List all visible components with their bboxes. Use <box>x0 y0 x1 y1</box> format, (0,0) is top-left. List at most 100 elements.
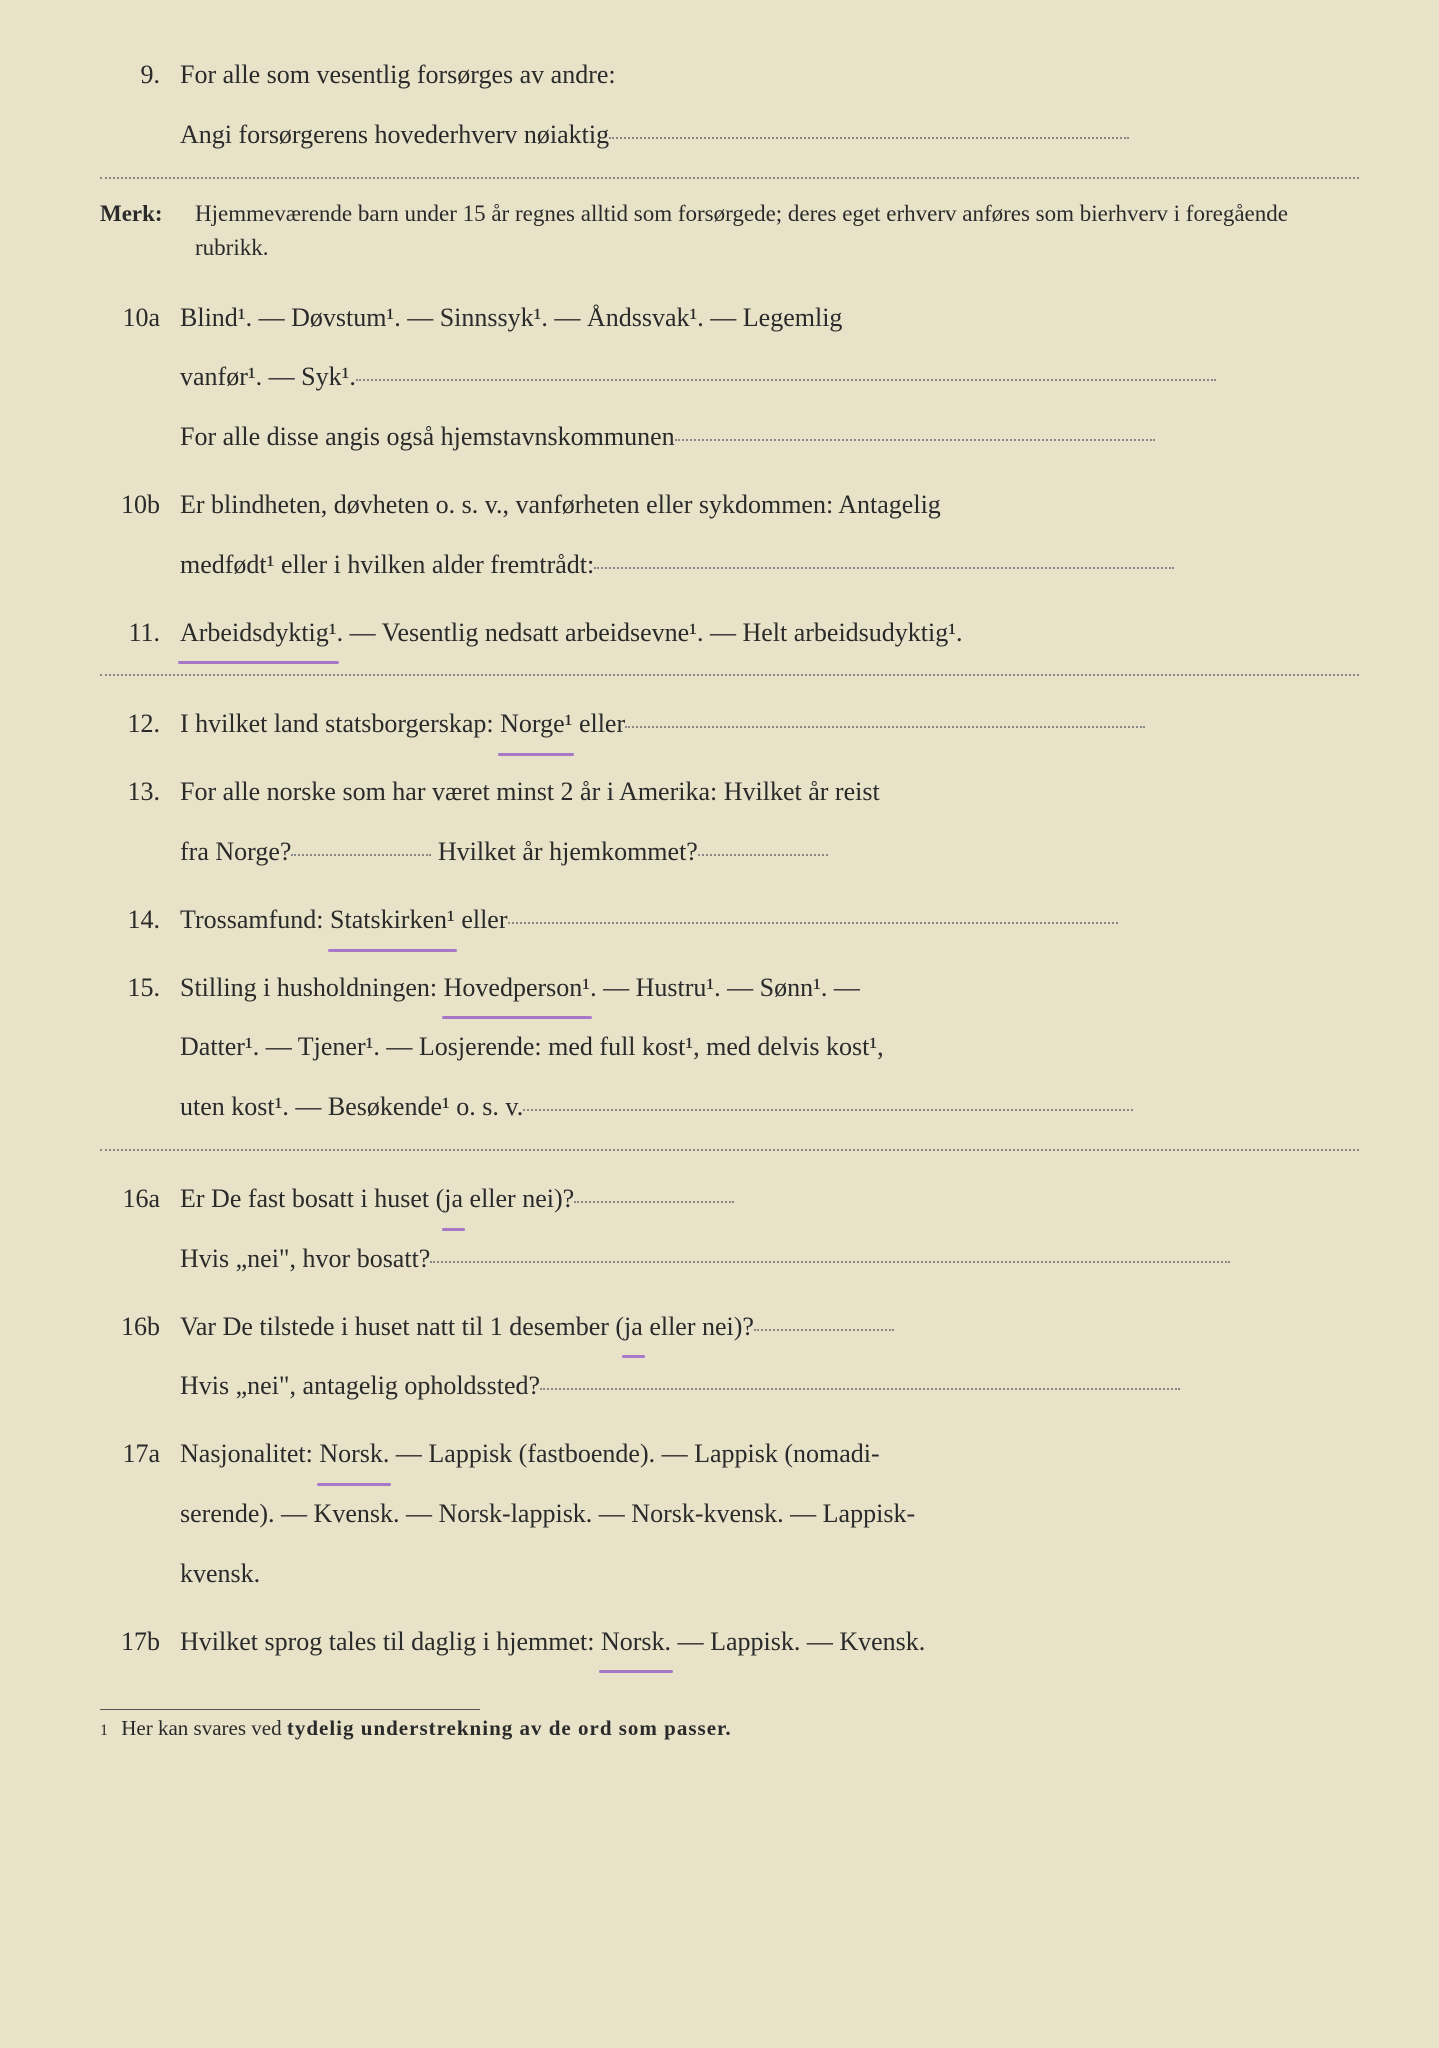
footnote-rule <box>100 1709 480 1710</box>
question-10b: 10b Er blindheten, døvheten o. s. v., va… <box>100 475 1359 595</box>
question-number: 11. <box>100 603 180 663</box>
question-number: 12. <box>100 694 180 754</box>
underlined-option: ja <box>444 1169 463 1229</box>
underlined-option: Norsk. <box>601 1612 671 1672</box>
text: vanfør¹. — Syk¹. <box>180 362 356 391</box>
section-divider <box>100 674 1359 676</box>
text: Er De fast bosatt i huset ( <box>180 1184 444 1213</box>
text: Angi forsørgerens hovederhverv nøiaktig <box>180 120 609 149</box>
fill-line <box>540 1388 1180 1390</box>
text: medfødt¹ eller i hvilken alder fremtrådt… <box>180 550 594 579</box>
text: Hvilket år hjemkommet? <box>431 837 697 866</box>
underlined-option: Arbeidsdyktig¹ <box>180 603 337 663</box>
fill-line <box>698 854 828 856</box>
text: — Lappisk (fastboende). — Lappisk (nomad… <box>389 1439 879 1468</box>
question-body: Hvilket sprog tales til daglig i hjemmet… <box>180 1612 1359 1672</box>
question-16a: 16a Er De fast bosatt i huset (ja eller … <box>100 1169 1359 1289</box>
text: eller nei)? <box>643 1312 754 1341</box>
text: eller <box>572 709 625 738</box>
question-number: 16a <box>100 1169 180 1289</box>
underlined-option: Norge¹ <box>500 694 572 754</box>
footnote: 1 Her kan svares ved tydelig understrekn… <box>100 1716 1359 1741</box>
text: For alle disse angis også hjemstavnskomm… <box>180 422 675 451</box>
question-11: 11. Arbeidsdyktig¹. — Vesentlig nedsatt … <box>100 603 1359 663</box>
underlined-option: Hovedperson¹ <box>444 958 590 1018</box>
fill-line <box>609 137 1129 139</box>
question-body: Er De fast bosatt i huset (ja eller nei)… <box>180 1169 1359 1289</box>
text: Blind¹. — Døvstum¹. — Sinnssyk¹. — Åndss… <box>180 303 842 332</box>
fill-line <box>754 1329 894 1331</box>
question-13: 13. For alle norske som har været minst … <box>100 762 1359 882</box>
question-number: 17b <box>100 1612 180 1672</box>
note-label: Merk: <box>100 197 195 266</box>
text: Nasjonalitet: <box>180 1439 319 1468</box>
underlined-option: ja <box>624 1297 643 1357</box>
fill-line <box>508 922 1118 924</box>
question-number: 17a <box>100 1424 180 1603</box>
text: — Lappisk. — Kvensk. <box>671 1627 925 1656</box>
question-10a: 10a Blind¹. — Døvstum¹. — Sinnssyk¹. — Å… <box>100 288 1359 467</box>
text: . — Vesentlig nedsatt arbeidsevne¹. — He… <box>337 618 963 647</box>
question-17b: 17b Hvilket sprog tales til daglig i hje… <box>100 1612 1359 1672</box>
note-text: Hjemmeværende barn under 15 år regnes al… <box>195 197 1359 266</box>
question-body: Blind¹. — Døvstum¹. — Sinnssyk¹. — Åndss… <box>180 288 1359 467</box>
text: Er blindheten, døvheten o. s. v., vanfør… <box>180 490 941 519</box>
text: Hvis „nei", hvor bosatt? <box>180 1244 430 1273</box>
question-number: 9. <box>100 45 180 165</box>
fill-line <box>594 567 1174 569</box>
question-12: 12. I hvilket land statsborgerskap: Norg… <box>100 694 1359 754</box>
question-body: For alle norske som har været minst 2 år… <box>180 762 1359 882</box>
fill-line <box>574 1201 734 1203</box>
question-14: 14. Trossamfund: Statskirken¹ eller <box>100 890 1359 950</box>
fill-line <box>356 379 1216 381</box>
footnote-number: 1 <box>100 1722 108 1739</box>
question-body: Stilling i husholdningen: Hovedperson¹. … <box>180 958 1359 1137</box>
question-body: Nasjonalitet: Norsk. — Lappisk (fastboen… <box>180 1424 1359 1603</box>
question-number: 10a <box>100 288 180 467</box>
question-body: Trossamfund: Statskirken¹ eller <box>180 890 1359 950</box>
section-divider <box>100 177 1359 179</box>
text: serende). — Kvensk. — Norsk-lappisk. — N… <box>180 1499 915 1528</box>
question-9: 9. For alle som vesentlig forsørges av a… <box>100 45 1359 165</box>
text: For alle som vesentlig forsørges av andr… <box>180 60 616 89</box>
underlined-option: Norsk. <box>319 1424 389 1484</box>
fill-line <box>675 439 1155 441</box>
question-body: Var De tilstede i huset natt til 1 desem… <box>180 1297 1359 1417</box>
section-divider <box>100 1149 1359 1151</box>
text: For alle norske som har været minst 2 år… <box>180 777 880 806</box>
question-16b: 16b Var De tilstede i huset natt til 1 d… <box>100 1297 1359 1417</box>
question-number: 10b <box>100 475 180 595</box>
text: Var De tilstede i huset natt til 1 desem… <box>180 1312 624 1341</box>
question-number: 16b <box>100 1297 180 1417</box>
document-page: 9. For alle som vesentlig forsørges av a… <box>0 0 1439 2048</box>
text: I hvilket land statsborgerskap: <box>180 709 500 738</box>
text: fra Norge? <box>180 837 291 866</box>
text: Hvis „nei", antagelig opholdssted? <box>180 1371 540 1400</box>
question-body: I hvilket land statsborgerskap: Norge¹ e… <box>180 694 1359 754</box>
text: Datter¹. — Tjener¹. — Losjerende: med fu… <box>180 1032 884 1061</box>
question-body: Er blindheten, døvheten o. s. v., vanfør… <box>180 475 1359 595</box>
fill-line <box>430 1261 1230 1263</box>
text: uten kost¹. — Besøkende¹ o. s. v. <box>180 1092 523 1121</box>
footnote-bold: tydelig understrekning av de ord som pas… <box>287 1716 732 1740</box>
text: kvensk. <box>180 1559 260 1588</box>
note-merk: Merk: Hjemmeværende barn under 15 år reg… <box>100 197 1359 266</box>
footnote-text: Her kan svares ved <box>121 1716 287 1740</box>
text: Hvilket sprog tales til daglig i hjemmet… <box>180 1627 601 1656</box>
text: eller <box>455 905 508 934</box>
question-body: Arbeidsdyktig¹. — Vesentlig nedsatt arbe… <box>180 603 1359 663</box>
text: Stilling i husholdningen: <box>180 973 444 1002</box>
question-number: 15. <box>100 958 180 1137</box>
text: . — Hustru¹. — Sønn¹. — <box>590 973 860 1002</box>
text: Trossamfund: <box>180 905 330 934</box>
question-number: 14. <box>100 890 180 950</box>
question-17a: 17a Nasjonalitet: Norsk. — Lappisk (fast… <box>100 1424 1359 1603</box>
fill-line <box>291 854 431 856</box>
fill-line <box>625 726 1145 728</box>
question-15: 15. Stilling i husholdningen: Hovedperso… <box>100 958 1359 1137</box>
fill-line <box>523 1109 1133 1111</box>
question-number: 13. <box>100 762 180 882</box>
text: eller nei)? <box>463 1184 574 1213</box>
question-body: For alle som vesentlig forsørges av andr… <box>180 45 1359 165</box>
underlined-option: Statskirken¹ <box>330 890 455 950</box>
